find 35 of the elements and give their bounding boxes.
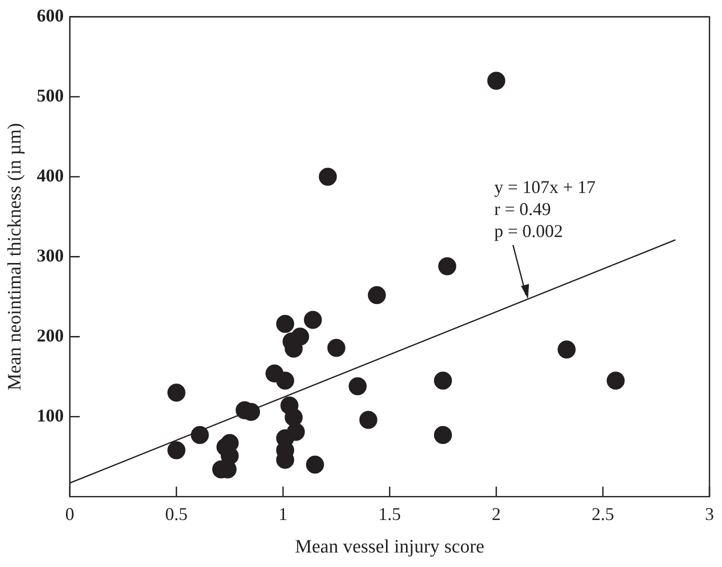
x-tick-label: 2 [492, 504, 501, 524]
y-tick-label: 200 [36, 325, 64, 346]
y-axis-title: Mean neointimal thickness (in µm) [4, 122, 26, 390]
point [304, 310, 322, 329]
point [284, 408, 303, 426]
x-axis-title: Mean vessel injury score [294, 536, 484, 558]
x-tick-label: 0 [65, 504, 74, 524]
point [318, 168, 337, 186]
y-tick-label: 500 [36, 85, 64, 106]
x-tick-label: 3 [705, 504, 714, 524]
x-tick-label: 1.5 [378, 504, 401, 524]
x-tick-label: 0.5 [165, 504, 188, 524]
y-tick-label: 600 [36, 5, 64, 26]
y-tick-label: 300 [36, 245, 64, 266]
x-tick-label: 1 [278, 504, 288, 524]
point [359, 410, 378, 429]
y-tick-label: 100 [36, 405, 64, 426]
x-tick-label: 2.5 [592, 504, 614, 524]
point [190, 426, 209, 444]
point [434, 372, 452, 390]
point [167, 441, 186, 460]
point [368, 286, 386, 304]
point [167, 384, 186, 402]
point [558, 340, 576, 358]
point [434, 426, 452, 444]
point [276, 372, 294, 390]
point [438, 257, 456, 276]
annotation: y = 107x + 17 r = 0.49 p = 0.002 [494, 177, 596, 242]
point [606, 372, 625, 390]
point [306, 456, 324, 474]
point [327, 338, 346, 357]
point [348, 377, 367, 396]
y-tick-label: 400 [36, 165, 64, 186]
point [487, 72, 506, 90]
point [276, 314, 294, 333]
